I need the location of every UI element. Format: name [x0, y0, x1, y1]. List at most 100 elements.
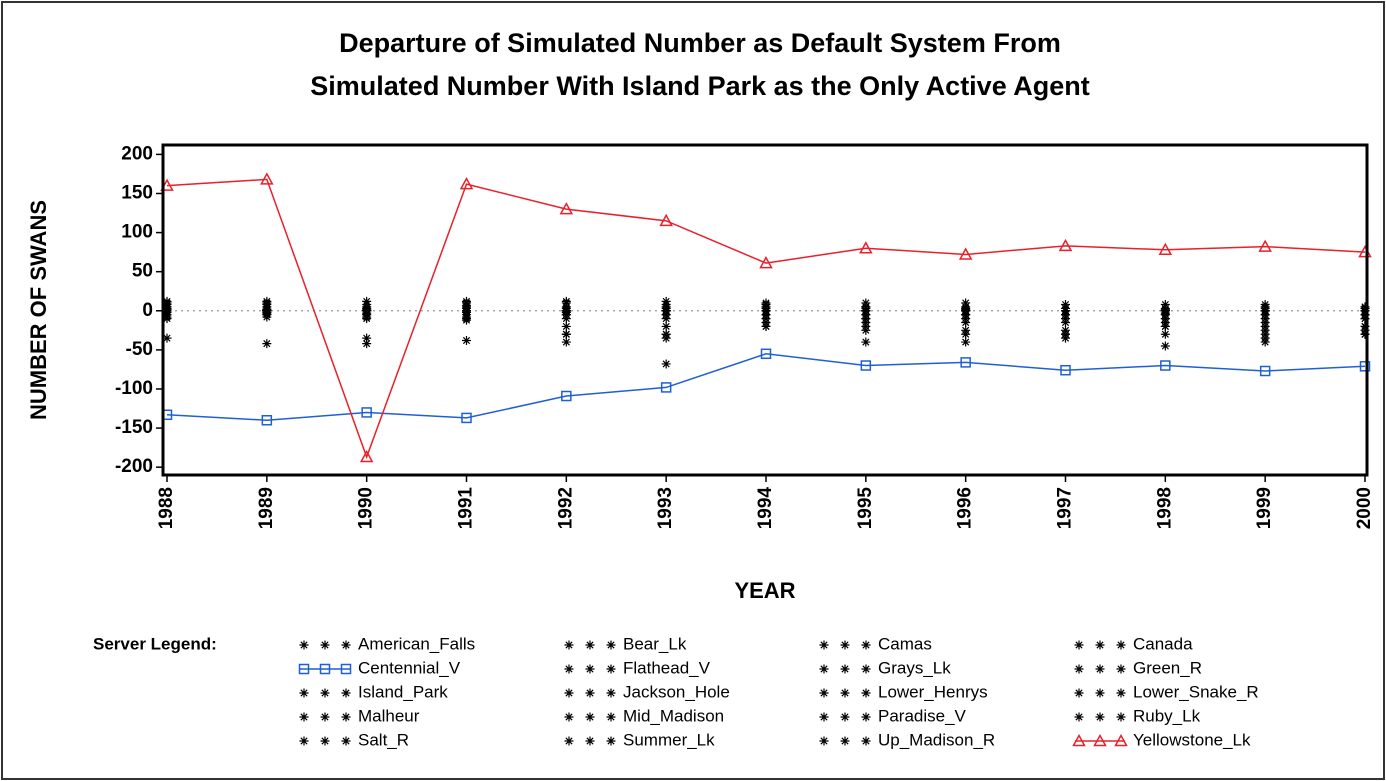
x-tick-label: 1998	[1154, 487, 1175, 529]
marker	[559, 202, 574, 215]
marker	[1259, 365, 1271, 377]
marker	[340, 663, 352, 675]
marker	[860, 360, 872, 371]
marker	[606, 736, 616, 746]
marker	[585, 688, 595, 698]
marker	[759, 256, 773, 269]
marker	[840, 640, 850, 650]
marker	[1074, 664, 1084, 674]
marker	[561, 337, 571, 347]
series-line	[166, 353, 1366, 422]
marker	[1260, 306, 1270, 316]
marker	[564, 664, 574, 674]
marker	[320, 712, 330, 722]
legend-label: Centennial_V	[358, 658, 461, 677]
legend-label: Green_R	[1133, 658, 1202, 677]
legend-item: Canada	[1074, 634, 1193, 653]
y-tick-label: 0	[142, 300, 153, 321]
marker	[320, 736, 330, 746]
marker	[1360, 314, 1370, 324]
marker	[1260, 318, 1270, 328]
marker	[561, 306, 571, 316]
marker	[462, 315, 471, 325]
marker	[261, 415, 273, 426]
marker	[861, 688, 871, 698]
legend-label: Lower_Snake_R	[1133, 682, 1259, 701]
marker	[1116, 712, 1126, 722]
marker	[341, 736, 351, 746]
marker	[819, 688, 829, 698]
marker	[661, 296, 671, 306]
y-tick-label: 100	[121, 222, 153, 243]
x-tick-label: 1999	[1254, 487, 1275, 529]
marker	[262, 306, 272, 316]
marker	[341, 712, 351, 722]
y-tick-label: 150	[121, 182, 153, 203]
marker	[462, 306, 471, 316]
plot-frame	[161, 143, 1369, 477]
marker	[1074, 640, 1084, 650]
marker	[585, 736, 595, 746]
marker	[1074, 688, 1084, 698]
marker	[1160, 360, 1171, 371]
marker	[564, 712, 574, 722]
marker	[585, 664, 595, 674]
marker	[861, 337, 871, 347]
marker	[320, 640, 330, 650]
legend-item: Yellowstone_Lk	[1072, 730, 1251, 749]
marker	[861, 712, 871, 722]
marker	[359, 449, 374, 463]
marker	[319, 663, 331, 675]
marker	[861, 664, 871, 674]
marker	[819, 664, 829, 674]
legend-item: Centennial_V	[298, 658, 461, 677]
marker	[1061, 306, 1070, 316]
marker	[1058, 238, 1073, 252]
x-tick-label: 1990	[356, 487, 377, 529]
legend-label: American_Falls	[358, 634, 475, 653]
marker	[341, 688, 351, 698]
marker	[341, 640, 351, 650]
legend-item: Green_R	[1074, 658, 1202, 677]
legend-label: Jackson_Hole	[623, 682, 730, 701]
legend-item: Mid_Madison	[564, 706, 724, 725]
marker	[561, 329, 571, 339]
legend-item: Summer_Lk	[564, 730, 715, 749]
legend-item: Jackson_Hole	[564, 682, 730, 701]
y-tick-label: -200	[115, 456, 153, 477]
marker	[462, 300, 471, 310]
legend-label: Camas	[878, 634, 932, 653]
marker	[462, 335, 471, 345]
legend-label: Up_Madison_R	[878, 730, 995, 749]
legend-label: Lower_Henrys	[878, 682, 988, 701]
legend-label: Yellowstone_Lk	[1133, 730, 1251, 749]
marker	[606, 640, 616, 650]
marker	[761, 306, 771, 316]
y-tick-label: -150	[115, 417, 153, 438]
marker	[961, 314, 971, 324]
marker	[362, 312, 372, 322]
marker	[761, 314, 771, 324]
legend-item: Malheur	[299, 706, 420, 725]
legend-item: Flathead_V	[564, 658, 711, 677]
marker	[661, 310, 671, 320]
x-tick-label: 1995	[855, 487, 876, 530]
x-tick-label: 1996	[955, 487, 976, 529]
legend-item: Paradise_V	[819, 706, 967, 725]
marker	[1160, 329, 1170, 339]
marker	[861, 640, 871, 650]
marker	[861, 306, 871, 316]
legend-item: Lower_Snake_R	[1074, 682, 1259, 701]
series-line	[166, 178, 1366, 460]
marker	[459, 177, 474, 190]
marker	[958, 247, 973, 260]
y-tick-label: 200	[121, 143, 153, 164]
marker	[1160, 341, 1170, 351]
marker	[1260, 337, 1270, 347]
marker	[606, 664, 616, 674]
marker	[1095, 688, 1105, 698]
x-tick-label: 1992	[555, 487, 576, 529]
marker	[260, 172, 274, 185]
legend-label: Ruby_Lk	[1133, 706, 1201, 725]
marker	[819, 640, 829, 650]
